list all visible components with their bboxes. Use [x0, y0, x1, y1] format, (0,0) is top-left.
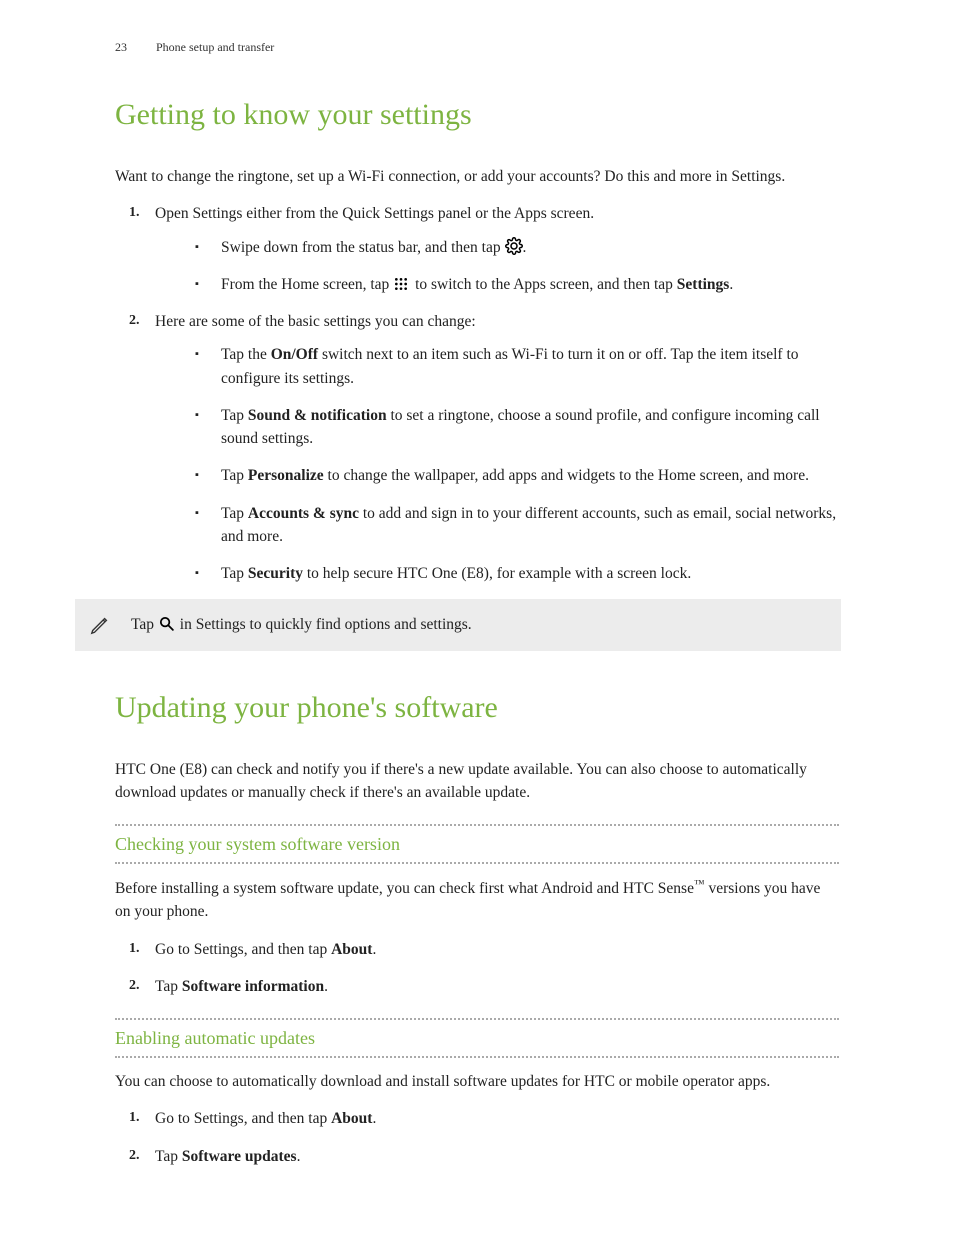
step-1: Go to Settings, and then tap About. — [155, 1107, 839, 1130]
subsection-title-enabling: Enabling automatic updates — [115, 1018, 839, 1058]
section-title: Updating your phone's software — [115, 685, 839, 730]
sub-item-home: From the Home screen, tap to switch to t… — [221, 273, 839, 296]
steps-list: Open Settings either from the Quick Sett… — [115, 202, 839, 585]
step-1: Open Settings either from the Quick Sett… — [155, 202, 839, 296]
subsection-intro: Before installing a system software upda… — [115, 876, 839, 924]
sub-item-accounts: Tap Accounts & sync to add and sign in t… — [221, 502, 839, 549]
sub-item-personalize: Tap Personalize to change the wallpaper,… — [221, 464, 839, 487]
section-updating-software: Updating your phone's software HTC One (… — [115, 685, 839, 1168]
subsection-title-checking: Checking your system software version — [115, 824, 839, 864]
chapter-title: Phone setup and transfer — [156, 40, 274, 54]
steps-list: Go to Settings, and then tap About. Tap … — [115, 1107, 839, 1168]
tip-text: Tap in Settings to quickly find options … — [131, 613, 472, 636]
section-getting-to-know-settings: Getting to know your settings Want to ch… — [115, 92, 839, 651]
step-2: Here are some of the basic settings you … — [155, 310, 839, 585]
search-icon — [158, 615, 176, 633]
sub-item-onoff: Tap the On/Off switch next to an item su… — [221, 343, 839, 390]
pencil-icon — [89, 614, 111, 636]
sub-item-sound: Tap Sound & notification to set a ringto… — [221, 404, 839, 451]
step-text: Open Settings either from the Quick Sett… — [155, 205, 594, 222]
intro-paragraph: Want to change the ringtone, set up a Wi… — [115, 165, 839, 188]
sub-item-swipe: Swipe down from the status bar, and then… — [221, 236, 839, 259]
section-title: Getting to know your settings — [115, 92, 839, 137]
intro-paragraph: HTC One (E8) can check and notify you if… — [115, 758, 839, 805]
steps-list: Go to Settings, and then tap About. Tap … — [115, 938, 839, 999]
page-number: 23 — [115, 38, 127, 56]
step-text: Here are some of the basic settings you … — [155, 313, 476, 330]
sub-item-security: Tap Security to help secure HTC One (E8)… — [221, 562, 839, 585]
settings-gear-icon — [505, 237, 523, 255]
tip-note: Tap in Settings to quickly find options … — [75, 599, 841, 650]
page-header: 23 Phone setup and transfer — [115, 38, 839, 56]
step-2: Tap Software information. — [155, 975, 839, 998]
step-2: Tap Software updates. — [155, 1145, 839, 1168]
sub-list: Tap the On/Off switch next to an item su… — [155, 343, 839, 585]
apps-grid-icon — [393, 276, 411, 294]
page-content: 23 Phone setup and transfer Getting to k… — [0, 0, 954, 1258]
subsection-intro: You can choose to automatically download… — [115, 1070, 839, 1093]
step-1: Go to Settings, and then tap About. — [155, 938, 839, 961]
sub-list: Swipe down from the status bar, and then… — [155, 236, 839, 297]
